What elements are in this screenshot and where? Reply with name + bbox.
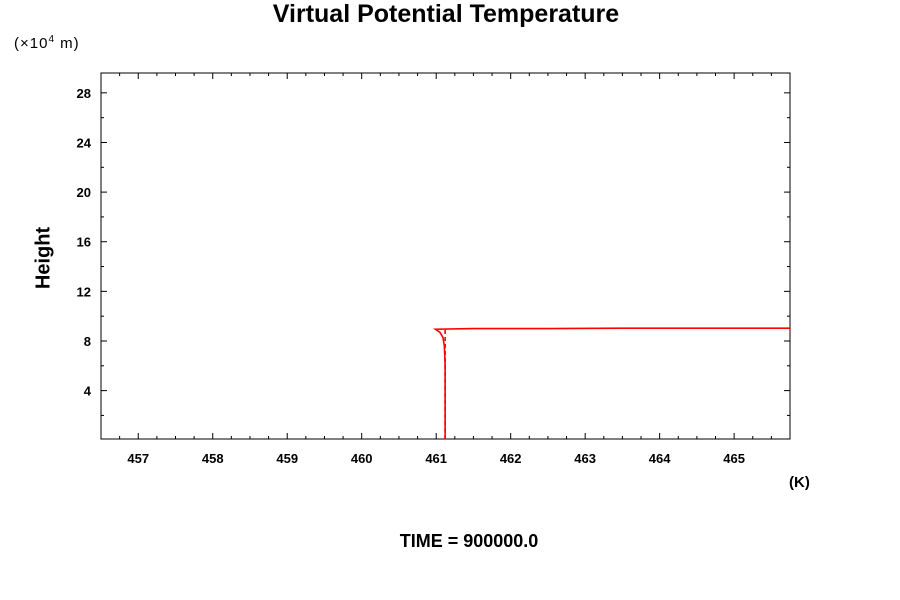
y-tick-label: 24: [77, 135, 92, 150]
chart-title: Virtual Potential Temperature: [272, 0, 620, 28]
y-tick-label: 20: [77, 185, 91, 200]
time-label: TIME = 900000.0: [399, 531, 539, 551]
x-tick-label: 465: [723, 451, 745, 466]
series-line: [432, 327, 790, 439]
x-tick-label: 461: [425, 451, 447, 466]
x-axis-unit: (K): [789, 474, 810, 491]
y-tick-label: 16: [77, 235, 91, 250]
x-tick-label: 457: [127, 451, 149, 466]
y-axis-unit: (×104 m): [14, 34, 80, 52]
y-tick-label: 28: [77, 86, 91, 101]
x-tick-label: 463: [574, 451, 596, 466]
x-tick-label: 458: [202, 451, 224, 466]
y-tick-label: 4: [84, 384, 92, 399]
x-tick-label: 464: [649, 451, 671, 466]
y-tick-label: 12: [77, 284, 91, 299]
x-tick-label: 459: [276, 451, 298, 466]
x-tick-label: 462: [500, 451, 522, 466]
x-tick-label: 460: [351, 451, 373, 466]
y-tick-label: 8: [84, 334, 91, 349]
